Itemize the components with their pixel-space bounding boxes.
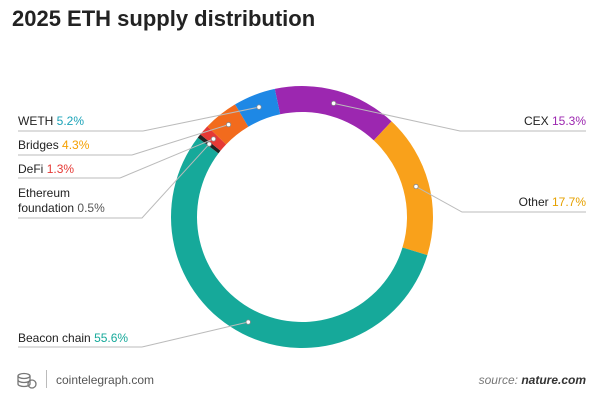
label-beacon-value: 55.6% — [94, 331, 129, 345]
leader-other — [415, 186, 586, 213]
leader-beacon-chain — [141, 321, 249, 348]
label-weth: WETH 5.2% — [18, 114, 84, 129]
chart-title: 2025 ETH supply distribution — [12, 6, 316, 31]
leader-dot-bridges — [225, 122, 232, 128]
label-bridges-value: 4.3% — [62, 138, 90, 152]
leader-dot-ethereum-foundation — [206, 141, 212, 147]
label-defi-value: 1.3% — [46, 162, 75, 176]
leader-weth — [142, 106, 260, 132]
label-cex-value: 15.3% — [551, 114, 586, 128]
donut-slices — [170, 85, 433, 349]
label-defi: DeFi 1.3% — [18, 162, 74, 177]
leader-bridges — [131, 124, 229, 156]
footer-site[interactable]: cointelegraph.com — [56, 373, 155, 387]
label-ethereum-foundation: Ethereum foundation 0.5% — [18, 186, 105, 216]
label-beacon-name: Beacon chain — [18, 331, 91, 345]
leader-dot-beacon-chain — [245, 319, 251, 325]
footer-source-prefix: source: — [478, 373, 522, 387]
label-other: Other 17.7% — [519, 195, 586, 210]
label-cex-name: CEX — [523, 114, 549, 128]
label-cex: CEX 15.3% — [524, 114, 586, 129]
leader-dot-other — [413, 183, 419, 190]
leader-dot-cex — [331, 100, 337, 106]
label-bridges-name: Bridges — [18, 138, 59, 152]
label-ef-line1: Ethereum — [18, 186, 71, 200]
label-ef-value: 0.5% — [77, 201, 105, 215]
leader-ethereum-foundation — [18, 143, 210, 219]
label-ef-line2: foundation — [18, 201, 75, 215]
slice-other — [373, 121, 433, 256]
slice-beacon-chain — [170, 137, 428, 349]
footer-source-name: nature.com — [521, 373, 586, 387]
slice-cex — [274, 85, 392, 141]
label-bridges: Bridges 4.3% — [18, 138, 89, 153]
label-weth-name: WETH — [18, 114, 54, 128]
leader-defi — [119, 138, 214, 179]
footer-source: source: nature.com — [479, 373, 586, 387]
label-other-value: 17.7% — [551, 195, 586, 209]
leader-dot-defi — [210, 136, 217, 142]
label-defi-name: DeFi — [18, 162, 44, 176]
leader-lines — [18, 100, 586, 348]
leader-cex — [333, 102, 586, 132]
label-beacon-chain: Beacon chain 55.6% — [18, 331, 128, 346]
leader-dot-weth — [256, 104, 262, 110]
footer-separator — [46, 370, 47, 388]
label-weth-value: 5.2% — [56, 114, 85, 128]
cointelegraph-logo-icon — [16, 372, 38, 395]
label-other-name: Other — [518, 195, 549, 209]
